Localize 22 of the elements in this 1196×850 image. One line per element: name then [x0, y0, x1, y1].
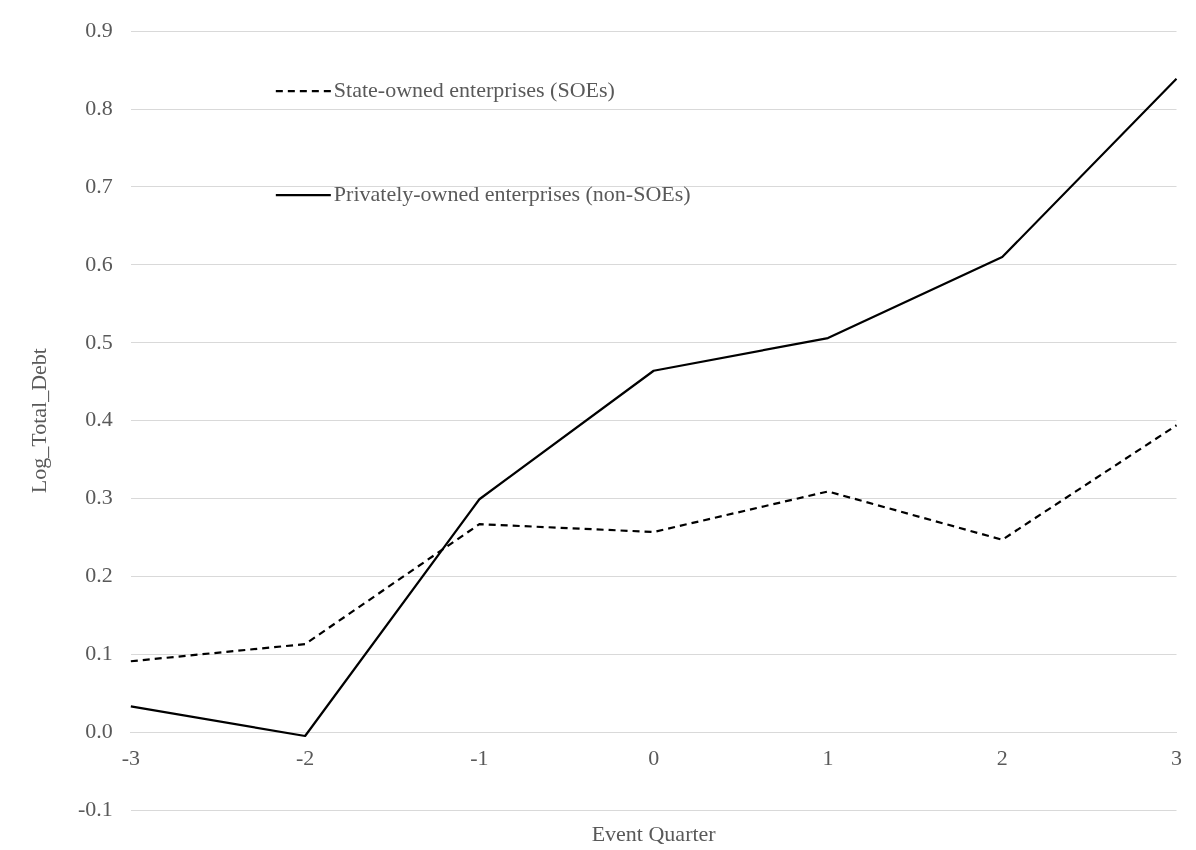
legend-label: State-owned enterprises (SOEs)	[333, 76, 615, 102]
x-tick-label: 0	[648, 745, 660, 771]
y-tick-label: 0.5	[85, 328, 113, 354]
x-tick-label: -1	[470, 745, 489, 771]
y-tick-label: 0.3	[85, 484, 113, 510]
x-axis-title: Event Quarter	[591, 820, 717, 846]
x-tick-label: -3	[121, 745, 140, 771]
y-tick-label: 0.8	[85, 94, 113, 120]
legend-label: Privately-owned enterprises (non-SOEs)	[333, 180, 691, 206]
y-tick-label: 0.9	[85, 16, 113, 42]
y-axis-title: Log_Total_Debt	[25, 348, 51, 494]
x-tick-label: 1	[822, 745, 834, 771]
y-tick-label: 0.1	[85, 640, 113, 666]
x-tick-label: 2	[996, 745, 1008, 771]
y-tick-label: 0.6	[85, 250, 113, 276]
x-tick-label: 3	[1171, 745, 1182, 771]
y-tick-label: -0.1	[78, 795, 113, 821]
y-tick-label: 0.2	[85, 562, 113, 588]
y-tick-label: 0.0	[85, 717, 113, 743]
y-tick-label: 0.7	[85, 172, 113, 198]
x-tick-label: -2	[295, 745, 315, 771]
y-tick-label: 0.4	[85, 406, 113, 432]
